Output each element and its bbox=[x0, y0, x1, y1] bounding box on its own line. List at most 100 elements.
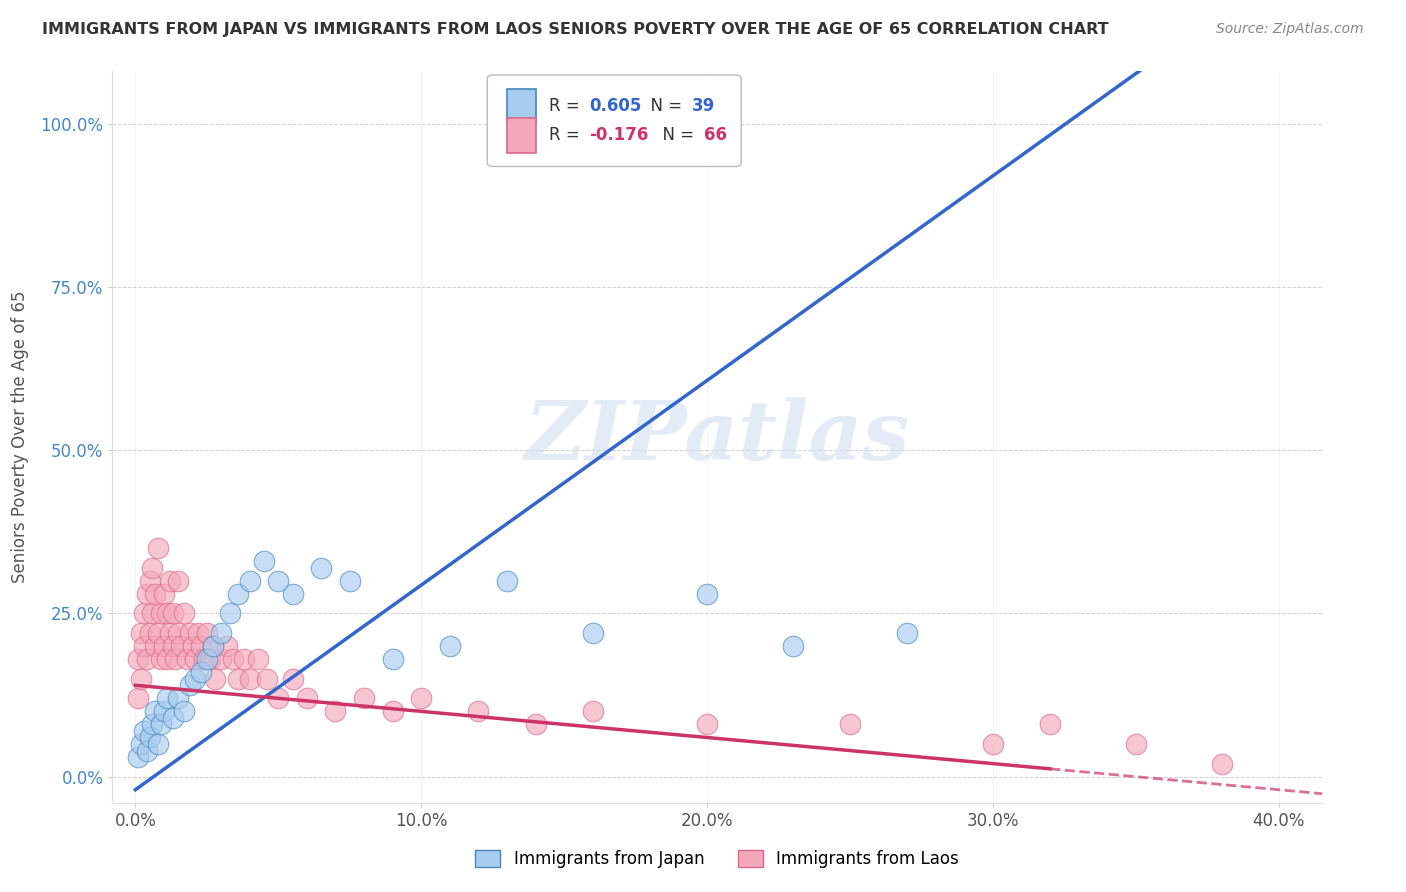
Point bbox=[132, 607, 155, 621]
Point bbox=[195, 626, 218, 640]
Point bbox=[896, 626, 918, 640]
Point bbox=[150, 717, 173, 731]
Point bbox=[127, 652, 149, 666]
Point bbox=[226, 587, 249, 601]
Point bbox=[179, 626, 201, 640]
Point bbox=[198, 652, 221, 666]
Point bbox=[156, 607, 179, 621]
Point bbox=[190, 639, 212, 653]
Point bbox=[167, 626, 190, 640]
Point bbox=[201, 639, 224, 653]
Point bbox=[253, 554, 276, 568]
Point bbox=[524, 717, 547, 731]
Point bbox=[195, 652, 218, 666]
Point bbox=[153, 587, 176, 601]
Point bbox=[179, 678, 201, 692]
Text: 66: 66 bbox=[704, 127, 727, 145]
Point bbox=[281, 587, 304, 601]
Point bbox=[181, 639, 204, 653]
Point bbox=[496, 574, 519, 588]
Point bbox=[129, 626, 152, 640]
Point bbox=[162, 639, 184, 653]
FancyBboxPatch shape bbox=[506, 118, 536, 153]
Point bbox=[1125, 737, 1147, 751]
Point bbox=[159, 626, 181, 640]
Point bbox=[184, 672, 207, 686]
Point bbox=[170, 639, 193, 653]
Point bbox=[209, 626, 232, 640]
Text: 0.605: 0.605 bbox=[589, 97, 641, 115]
Point bbox=[167, 691, 190, 706]
Point bbox=[839, 717, 862, 731]
Point bbox=[201, 639, 224, 653]
Point bbox=[173, 607, 195, 621]
Point bbox=[1039, 717, 1062, 731]
Point bbox=[173, 705, 195, 719]
Point bbox=[141, 560, 163, 574]
Point bbox=[256, 672, 278, 686]
Point bbox=[696, 717, 718, 731]
Point bbox=[148, 541, 170, 555]
Point bbox=[221, 652, 243, 666]
Point bbox=[129, 672, 152, 686]
Point bbox=[138, 626, 160, 640]
Point bbox=[156, 652, 179, 666]
Point bbox=[159, 574, 181, 588]
FancyBboxPatch shape bbox=[506, 89, 536, 123]
Point bbox=[129, 737, 152, 751]
Point bbox=[239, 672, 262, 686]
Point bbox=[381, 705, 404, 719]
Point bbox=[143, 705, 166, 719]
Point bbox=[411, 691, 433, 706]
Point bbox=[782, 639, 804, 653]
Point bbox=[132, 639, 155, 653]
Point bbox=[138, 731, 160, 745]
Point bbox=[247, 652, 270, 666]
Point bbox=[148, 626, 170, 640]
Point bbox=[467, 705, 489, 719]
Point bbox=[281, 672, 304, 686]
Point bbox=[267, 691, 290, 706]
Text: N =: N = bbox=[640, 97, 688, 115]
Point bbox=[141, 717, 163, 731]
Point bbox=[193, 652, 215, 666]
Point bbox=[267, 574, 290, 588]
Point bbox=[165, 652, 187, 666]
Point bbox=[325, 705, 347, 719]
Point bbox=[209, 652, 232, 666]
Point bbox=[135, 743, 157, 757]
Text: N =: N = bbox=[652, 127, 699, 145]
Point bbox=[381, 652, 404, 666]
Point bbox=[156, 691, 179, 706]
Point bbox=[135, 652, 157, 666]
Point bbox=[187, 626, 209, 640]
Point bbox=[295, 691, 318, 706]
Text: ZIPatlas: ZIPatlas bbox=[524, 397, 910, 477]
Point bbox=[696, 587, 718, 601]
Point bbox=[204, 672, 226, 686]
Point bbox=[167, 574, 190, 588]
Point bbox=[226, 672, 249, 686]
Y-axis label: Seniors Poverty Over the Age of 65: Seniors Poverty Over the Age of 65 bbox=[11, 291, 30, 583]
Point bbox=[148, 737, 170, 751]
Point bbox=[162, 607, 184, 621]
Point bbox=[150, 652, 173, 666]
Point bbox=[339, 574, 361, 588]
Point bbox=[150, 607, 173, 621]
FancyBboxPatch shape bbox=[488, 75, 741, 167]
Point bbox=[127, 750, 149, 764]
Point bbox=[353, 691, 375, 706]
Text: IMMIGRANTS FROM JAPAN VS IMMIGRANTS FROM LAOS SENIORS POVERTY OVER THE AGE OF 65: IMMIGRANTS FROM JAPAN VS IMMIGRANTS FROM… bbox=[42, 22, 1109, 37]
Point bbox=[233, 652, 256, 666]
Point bbox=[132, 723, 155, 738]
Point bbox=[162, 711, 184, 725]
Point bbox=[239, 574, 262, 588]
Point bbox=[981, 737, 1004, 751]
Point bbox=[439, 639, 461, 653]
Text: 39: 39 bbox=[692, 97, 714, 115]
Point bbox=[582, 626, 605, 640]
Point bbox=[153, 705, 176, 719]
Point bbox=[176, 652, 198, 666]
Point bbox=[1211, 756, 1233, 771]
Text: Source: ZipAtlas.com: Source: ZipAtlas.com bbox=[1216, 22, 1364, 37]
